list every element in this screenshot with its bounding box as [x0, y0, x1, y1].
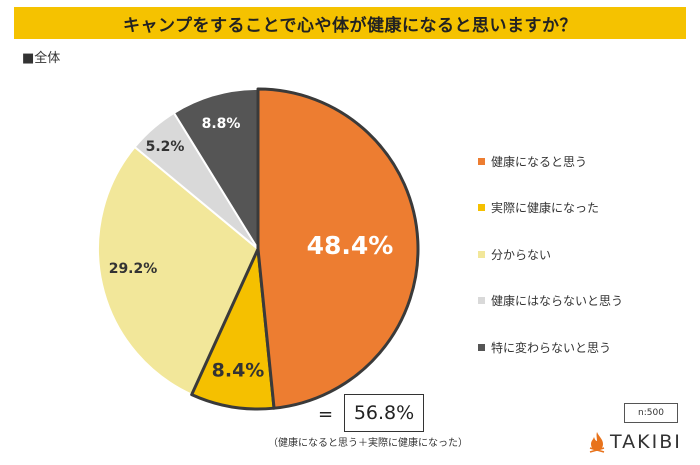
sample-size: n:500: [638, 408, 664, 418]
pie-slice: [256, 87, 420, 410]
legend-label: 特に変わらないと思う: [491, 340, 612, 355]
slice-data-label: 8.4%: [212, 360, 265, 382]
slice-data-label: 5.2%: [146, 139, 185, 155]
chart-title-bar: キャンプをすることで心や体が健康になると思いますか？: [14, 7, 686, 39]
slice-data-label: 8.8%: [202, 116, 241, 132]
pie-slice: [190, 247, 276, 411]
legend-swatch: [478, 204, 485, 211]
slice-data-label: 29.2%: [109, 261, 158, 277]
legend-swatch: [478, 157, 485, 165]
legend-label: 分からない: [491, 247, 552, 262]
brand-name: TAKIBI: [610, 431, 682, 453]
pie-slice: [172, 88, 259, 250]
subset-label: ■全体: [22, 51, 61, 66]
sample-size-box: n:500: [624, 403, 678, 423]
chart-legend: 健康になると思う 実際に健康になった 分からない健康にはならないと思う 特に変わらない…: [478, 150, 623, 383]
chart-title: キャンプをすることで心や体が健康になると思いますか？: [123, 15, 577, 36]
legend-item: 実際に健康になった: [478, 197, 623, 219]
legend-label: 健康になると思う: [491, 154, 588, 169]
summary-note: （健康になると思う＋実際に健康になった）: [268, 438, 468, 449]
legend-item: 分からない: [478, 243, 623, 265]
legend-label: 健康にはならないと思う: [491, 294, 624, 308]
legend-label: 実際に健康になった: [491, 201, 600, 215]
pie-slice: [97, 146, 259, 396]
legend-swatch: [478, 297, 485, 304]
summary-total-box: 56.8%: [344, 394, 424, 432]
legend-swatch: [478, 343, 485, 351]
legend-item: 特に変わらないと思う: [478, 336, 623, 358]
summary-total: 56.8%: [353, 402, 415, 424]
summary-equals: =: [318, 404, 334, 425]
legend-item: 健康になると思う: [478, 150, 623, 172]
slice-data-label: 48.4%: [307, 231, 394, 260]
legend-swatch: [478, 250, 485, 258]
flame-icon: [589, 432, 605, 453]
legend-item: 健康にはならないと思う: [478, 290, 623, 312]
brand-logo: TAKIBI: [588, 431, 682, 453]
